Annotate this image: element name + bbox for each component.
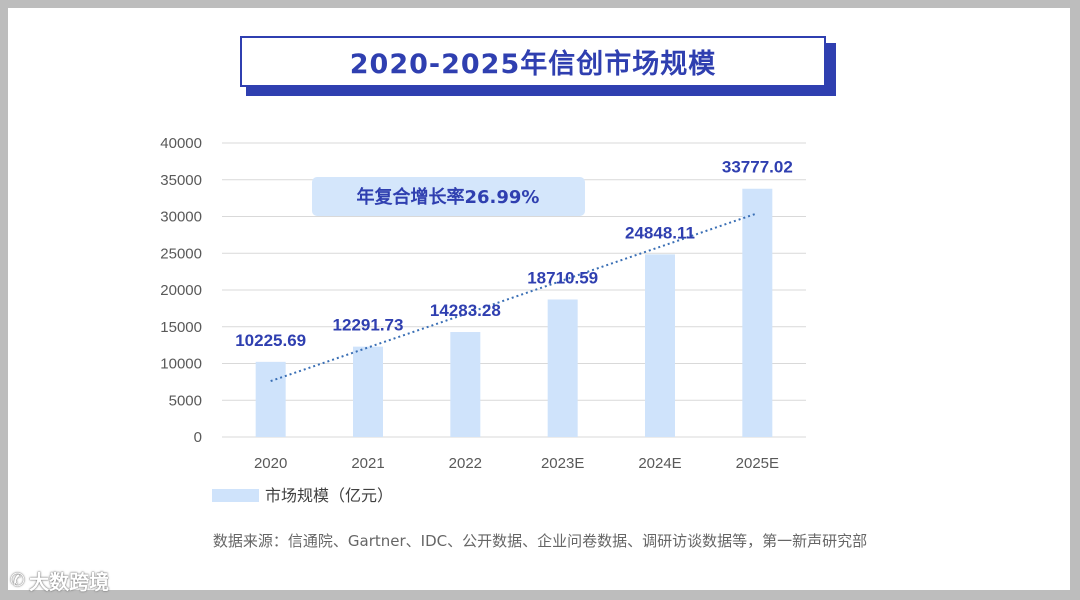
y-tick-label: 40000: [160, 135, 202, 152]
bar: [547, 299, 578, 437]
y-tick-label: 30000: [160, 209, 202, 226]
y-tick-label: 10000: [160, 356, 202, 373]
title-box: 2020-2025年信创市场规模: [240, 36, 826, 87]
bar: [645, 254, 675, 437]
data-label: 33777.02: [722, 158, 793, 177]
legend-swatch: [212, 489, 259, 502]
annotation-box: [312, 177, 585, 216]
wechat-icon: ✆: [10, 570, 26, 591]
y-tick-label: 15000: [160, 319, 202, 336]
data-labels: 10225.69 12291.73 14283.28 18710.59 24848.11…: [235, 158, 793, 350]
x-tick-label: 2023E: [541, 455, 584, 472]
y-tick-label: 35000: [160, 172, 202, 189]
data-label: 10225.69: [235, 331, 306, 350]
x-tick-label: 2020: [254, 455, 287, 472]
data-label: 24848.11: [625, 223, 695, 242]
annotation-text: 年复合增长率26.99%: [357, 186, 540, 208]
chart-title: 2020-2025年信创市场规模: [349, 49, 717, 80]
y-tick-label: 25000: [160, 245, 202, 262]
x-tick-label: 2024E: [638, 455, 681, 472]
y-axis: 40000 35000 30000 25000 20000 15000 10000 5000 0: [160, 135, 202, 446]
y-tick-label: 5000: [169, 392, 202, 409]
bar: [450, 332, 481, 437]
legend-label: 市场规模（亿元）: [265, 486, 393, 505]
bar: [353, 346, 383, 437]
x-tick-label: 2022: [449, 455, 482, 472]
data-label: 14283.28: [430, 301, 501, 320]
trendline: [270, 212, 758, 383]
data-label: 18710.59: [527, 268, 598, 287]
y-tick-label: 20000: [160, 282, 202, 299]
watermark-text: 大数跨境: [29, 570, 110, 594]
trend-line: [270, 212, 758, 383]
watermark: ✆ 大数跨境: [10, 566, 109, 595]
y-tick-label: 0: [194, 429, 202, 446]
legend: 市场规模（亿元）: [212, 486, 393, 505]
data-label: 12291.73: [333, 316, 404, 335]
chart-frame: [8, 8, 1070, 590]
bars: [255, 188, 773, 437]
source-note: 数据来源：信通院、Gartner、IDC、公开数据、企业问卷数据、调研访谈数据等…: [212, 532, 868, 550]
cagr-annotation: 年复合增长率26.99%: [312, 177, 585, 216]
x-axis: 2020 2021 2022 2023E 2024E 2025E: [254, 455, 779, 472]
bar: [742, 188, 773, 437]
x-tick-label: 2021: [351, 455, 384, 472]
x-tick-label: 2025E: [736, 455, 779, 472]
bar: [255, 361, 286, 437]
